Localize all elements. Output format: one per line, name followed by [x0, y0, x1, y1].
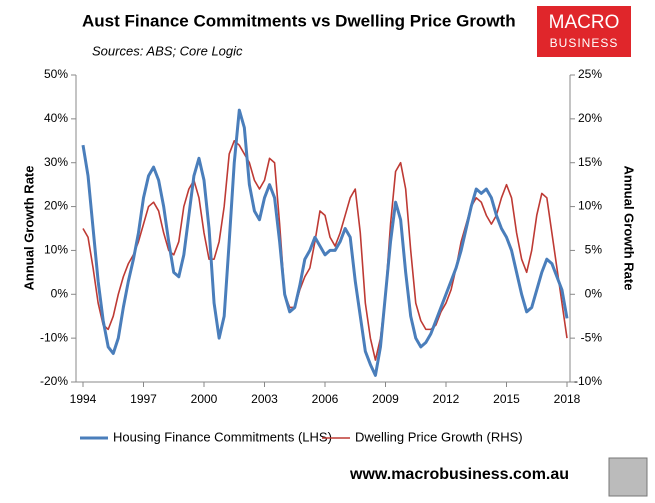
logo-text: BUSINESS: [550, 36, 619, 50]
y-tick-label: 0%: [51, 286, 69, 300]
y-tick-label: 50%: [44, 67, 68, 81]
y-tick-label: 20%: [44, 199, 68, 213]
x-tick-label: 1997: [130, 392, 157, 406]
y2-tick-label: 25%: [578, 67, 602, 81]
chart-title: Aust Finance Commitments vs Dwelling Pri…: [82, 11, 516, 30]
footer: www.macrobusiness.com.au: [349, 466, 569, 483]
series-line: [81, 108, 569, 377]
y-tick-label: 40%: [44, 111, 68, 125]
legend-label: Dwelling Price Growth (RHS): [355, 429, 523, 444]
series-line: [82, 139, 568, 361]
y-axis-label: Annual Growth Rate: [21, 166, 36, 291]
x-tick-label: 2006: [312, 392, 339, 406]
legend-label: Housing Finance Commitments (LHS): [113, 429, 332, 444]
y2-tick-label: -10%: [574, 374, 602, 388]
y2-tick-label: 20%: [578, 111, 602, 125]
x-tick-label: 2015: [493, 392, 520, 406]
x-tick-label: 1994: [70, 392, 97, 406]
logo-box: [537, 6, 631, 57]
x-tick-label: 2018: [554, 392, 581, 406]
y2-tick-label: 0%: [585, 286, 603, 300]
y-tick-label: 30%: [44, 155, 68, 169]
y2-axis-label: Annual Growth Rate: [622, 166, 637, 291]
chart-subtitle: Sources: ABS; Core Logic: [92, 43, 243, 58]
logo-text: MACRO: [549, 12, 620, 33]
y-tick-label: -20%: [40, 374, 68, 388]
logo-icon: [608, 457, 648, 497]
y2-tick-label: -5%: [581, 330, 603, 344]
x-tick-label: 2000: [191, 392, 218, 406]
y-tick-label: 10%: [44, 243, 68, 257]
y2-tick-label: 15%: [578, 155, 602, 169]
x-tick-label: 2003: [251, 392, 278, 406]
x-tick-label: 2012: [433, 392, 460, 406]
y-tick-label: -10%: [40, 330, 68, 344]
x-tick-label: 2009: [372, 392, 399, 406]
y2-tick-label: 10%: [578, 199, 602, 213]
y2-tick-label: 5%: [585, 243, 603, 257]
